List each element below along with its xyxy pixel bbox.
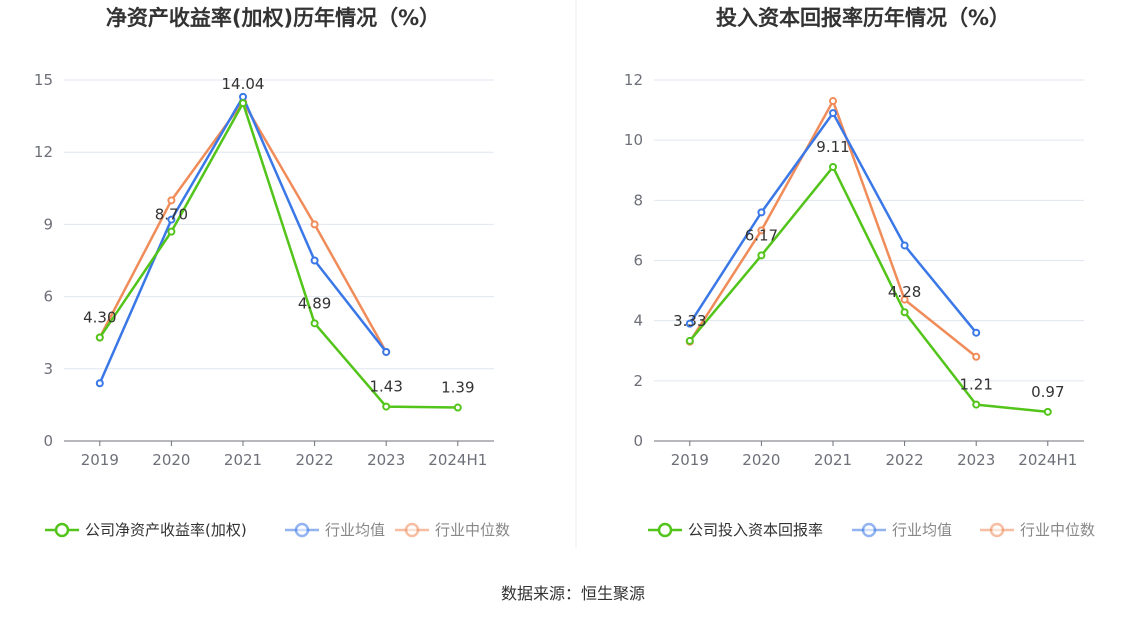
roe-x-tick-label: 2021 <box>224 451 262 469</box>
roe-series-line-industry-average <box>98 95 388 384</box>
roic-data-label: 6.17 <box>745 226 778 244</box>
roic-x-tick-label: 2022 <box>886 451 924 469</box>
roe-data-label: 14.04 <box>222 75 265 93</box>
roe-y-tick-label: 6 <box>43 288 53 306</box>
roe-legend-label: 行业均值 <box>325 521 385 539</box>
roic-data-label: 1.21 <box>959 376 992 394</box>
legend-marker-icon <box>861 522 877 538</box>
roic-data-point[interactable] <box>972 328 981 337</box>
roic-legend-item[interactable]: 行业均值 <box>852 521 952 539</box>
legend-marker-icon <box>294 522 310 538</box>
roe-y-tick-label: 9 <box>43 215 53 233</box>
roic-series-line-company <box>688 165 1048 414</box>
roic-y-tick-label: 12 <box>624 71 643 89</box>
roe-data-point[interactable] <box>239 92 247 101</box>
roe-data-point[interactable] <box>310 319 319 328</box>
roic-y-tick-label: 6 <box>633 252 643 270</box>
roic-y-tick-label: 4 <box>633 312 643 330</box>
roic-x-tick-label: 2024H1 <box>1018 451 1077 469</box>
roic-data-point[interactable] <box>829 97 837 106</box>
roic-legend-item[interactable]: 公司投入资本回报率 <box>648 521 823 539</box>
roe-series-line-company <box>98 101 458 409</box>
legend-marker-icon <box>54 522 70 538</box>
roic-data-point[interactable] <box>685 336 694 345</box>
roe-legend-label: 公司净资产收益率(加权) <box>85 521 247 539</box>
roic-data-point[interactable] <box>900 295 909 304</box>
roic-data-point[interactable] <box>757 226 766 235</box>
roe-x-tick-label: 2023 <box>367 451 405 469</box>
roe-data-point[interactable] <box>310 220 319 229</box>
roe-data-point[interactable] <box>95 333 104 342</box>
roic-legend-label: 公司投入资本回报率 <box>688 521 823 539</box>
roe-data-label: 4.89 <box>298 294 331 312</box>
roe-legend-item[interactable]: 公司净资产收益率(加权) <box>45 521 247 539</box>
roe-legend-item[interactable]: 行业中位数 <box>395 521 510 539</box>
roic-data-label: 0.97 <box>1031 383 1064 401</box>
roe-x-tick-label: 2022 <box>296 451 334 469</box>
roic-data-label: 4.28 <box>888 283 921 301</box>
roe-y-tick-label: 12 <box>34 143 53 161</box>
roic-data-point[interactable] <box>972 400 981 409</box>
legend-marker-icon <box>404 522 420 538</box>
roe-data-point[interactable] <box>167 196 176 205</box>
roic-data-point[interactable] <box>1043 407 1052 416</box>
roic-chart: 投入资本回报率历年情况（%） 0 2 4 6 8 10 12 2019 2020 2021 2022… <box>624 6 1095 539</box>
roe-x-tick-label: 2024H1 <box>428 451 487 469</box>
roic-data-point[interactable] <box>829 109 837 118</box>
roe-data-point[interactable] <box>95 379 104 388</box>
roe-data-point[interactable] <box>167 227 176 236</box>
roe-x-tick-label: 2019 <box>81 451 119 469</box>
roic-x-tick-label: 2020 <box>742 451 780 469</box>
roic-data-point[interactable] <box>757 208 766 217</box>
roe-x-tick-label: 2020 <box>152 451 190 469</box>
legend-marker-icon <box>989 522 1005 538</box>
roe-chart-title: 净资产收益率(加权)历年情况（%） <box>106 6 440 30</box>
roe-data-label: 4.30 <box>83 309 116 327</box>
roic-data-label: 3.33 <box>673 312 706 330</box>
roe-data-point[interactable] <box>382 402 391 411</box>
roe-data-label: 1.39 <box>441 379 474 397</box>
roic-legend-item[interactable]: 行业中位数 <box>980 521 1095 539</box>
roic-data-label: 9.11 <box>816 138 849 156</box>
roic-data-point[interactable] <box>900 241 909 250</box>
roic-y-tick-label: 8 <box>633 191 643 209</box>
roe-legend-item[interactable]: 行业均值 <box>285 521 385 539</box>
data-source-note: 数据来源：恒生聚源 <box>501 584 645 603</box>
roe-data-point[interactable] <box>310 256 319 265</box>
roe-y-tick-label: 15 <box>34 71 53 89</box>
roe-y-tick-label: 3 <box>43 360 53 378</box>
roic-chart-title: 投入资本回报率历年情况（%） <box>716 6 1010 30</box>
roic-data-point[interactable] <box>685 319 694 328</box>
roe-series-line-industry-median <box>98 100 388 353</box>
roic-y-tick-label: 2 <box>633 372 643 390</box>
roic-y-tick-label: 10 <box>624 131 643 149</box>
roe-data-point[interactable] <box>382 347 391 356</box>
roic-data-point[interactable] <box>829 162 837 171</box>
roic-legend-label: 行业中位数 <box>1020 521 1095 539</box>
legend-marker-icon <box>657 522 673 538</box>
roe-y-tick-label: 0 <box>43 432 53 450</box>
roic-data-point[interactable] <box>757 251 766 260</box>
roic-x-tick-label: 2023 <box>957 451 995 469</box>
roe-data-point[interactable] <box>167 215 176 224</box>
roe-legend-label: 行业中位数 <box>435 521 510 539</box>
roe-data-point[interactable] <box>239 99 247 108</box>
roe-chart: 净资产收益率(加权)历年情况（%） 0 3 6 9 12 15 2019 2020 2021 20… <box>34 6 510 539</box>
roic-data-point[interactable] <box>972 352 981 361</box>
roe-data-label: 1.43 <box>369 378 402 396</box>
roic-x-tick-label: 2021 <box>814 451 852 469</box>
roic-data-point[interactable] <box>900 308 909 317</box>
roic-y-tick-label: 0 <box>633 432 643 450</box>
roic-x-tick-label: 2019 <box>671 451 709 469</box>
roic-legend-label: 行业均值 <box>892 521 952 539</box>
roe-data-label: 8.70 <box>155 206 188 224</box>
roe-data-point[interactable] <box>453 403 462 412</box>
